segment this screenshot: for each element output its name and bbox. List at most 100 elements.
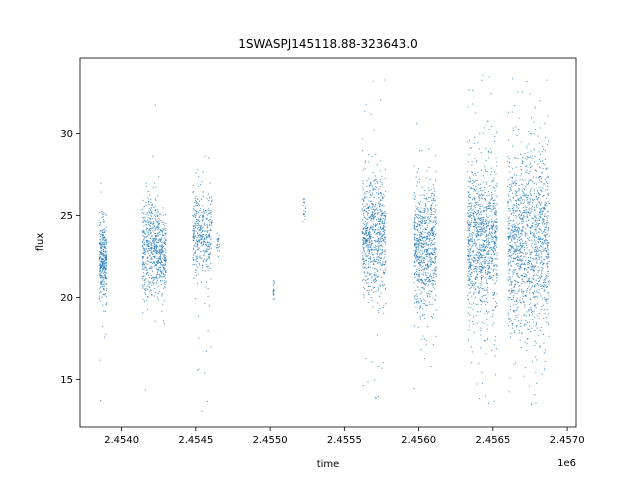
scatter-point	[381, 228, 384, 230]
scatter-point	[469, 180, 472, 182]
scatter-point	[472, 179, 474, 182]
scatter-point	[368, 235, 370, 237]
scatter-point	[525, 274, 528, 276]
scatter-point	[197, 235, 199, 237]
scatter-point	[377, 209, 379, 211]
scatter-point	[105, 250, 107, 252]
scatter-point	[382, 235, 384, 237]
scatter-point	[468, 256, 470, 258]
scatter-point	[528, 263, 531, 265]
scatter-point	[99, 260, 101, 262]
scatter-point	[486, 282, 488, 285]
scatter-point	[514, 292, 516, 294]
scatter-point	[430, 212, 433, 214]
scatter-point	[495, 263, 497, 266]
scatter-point	[538, 175, 540, 178]
scatter-point	[471, 220, 473, 222]
scatter-point	[162, 272, 164, 274]
scatter-point	[545, 168, 547, 170]
scatter-point	[162, 266, 164, 268]
scatter-point	[155, 186, 157, 188]
scatter-point	[157, 267, 160, 269]
scatter-point	[385, 269, 387, 272]
scatter-point	[489, 265, 491, 267]
scatter-point	[523, 325, 526, 327]
scatter-point	[518, 332, 520, 334]
scatter-point	[468, 214, 470, 217]
scatter-point	[372, 267, 374, 269]
scatter-point	[145, 236, 147, 238]
scatter-point	[417, 275, 419, 277]
scatter-point	[433, 207, 435, 210]
scatter-point	[469, 287, 471, 290]
scatter-point	[362, 188, 364, 191]
scatter-point	[210, 244, 212, 246]
scatter-point	[150, 212, 152, 214]
scatter-point	[370, 113, 372, 115]
scatter-point	[485, 395, 487, 397]
scatter-point	[480, 219, 483, 221]
scatter-point	[493, 220, 495, 222]
scatter-point	[380, 160, 382, 162]
scatter-point	[151, 218, 153, 220]
scatter-point	[366, 242, 368, 244]
scatter-point	[546, 263, 548, 266]
scatter-point	[364, 160, 366, 162]
scatter-point	[376, 256, 379, 258]
scatter-point	[162, 246, 164, 248]
scatter-point	[425, 344, 427, 346]
scatter-point	[433, 251, 435, 253]
scatter-point	[156, 272, 158, 274]
scatter-point	[151, 267, 153, 270]
scatter-point	[216, 244, 218, 247]
scatter-point	[476, 259, 478, 261]
scatter-point	[160, 245, 163, 247]
scatter-point	[481, 227, 483, 229]
scatter-point	[486, 324, 488, 326]
scatter-point	[508, 227, 511, 229]
scatter-point	[383, 205, 385, 207]
scatter-point	[157, 211, 160, 213]
scatter-point	[206, 217, 208, 219]
scatter-point	[539, 100, 541, 102]
scatter-point	[475, 262, 477, 265]
scatter-point	[516, 194, 518, 196]
scatter-point	[539, 345, 541, 347]
scatter-point	[509, 207, 511, 209]
scatter-point	[105, 247, 107, 250]
scatter-point	[493, 253, 496, 255]
scatter-point	[373, 286, 376, 289]
scatter-point	[475, 304, 477, 306]
scatter-point	[545, 181, 548, 183]
scatter-point	[100, 290, 102, 292]
scatter-point	[529, 171, 531, 173]
scatter-point	[158, 240, 161, 242]
scatter-point	[547, 239, 549, 242]
scatter-point	[474, 207, 476, 209]
scatter-point	[544, 349, 547, 351]
scatter-point	[427, 292, 429, 295]
scatter-point	[151, 293, 153, 296]
scatter-point	[103, 271, 105, 274]
scatter-point	[152, 223, 154, 225]
scatter-point	[101, 270, 104, 272]
scatter-point	[417, 243, 419, 245]
scatter-point	[200, 236, 202, 238]
scatter-point	[205, 233, 208, 235]
scatter-point	[510, 213, 513, 215]
scatter-point	[362, 258, 365, 261]
scatter-point	[419, 236, 421, 238]
scatter-point	[195, 256, 197, 258]
scatter-point	[483, 127, 485, 129]
scatter-point	[362, 242, 365, 244]
scatter-point	[377, 202, 380, 204]
scatter-point	[526, 342, 528, 344]
scatter-point	[547, 182, 549, 185]
scatter-point	[156, 215, 159, 217]
scatter-point	[480, 274, 483, 277]
scatter-point	[492, 203, 494, 205]
scatter-point	[548, 256, 550, 258]
scatter-point	[165, 229, 167, 232]
scatter-point	[156, 296, 159, 298]
scatter-point	[435, 273, 437, 275]
